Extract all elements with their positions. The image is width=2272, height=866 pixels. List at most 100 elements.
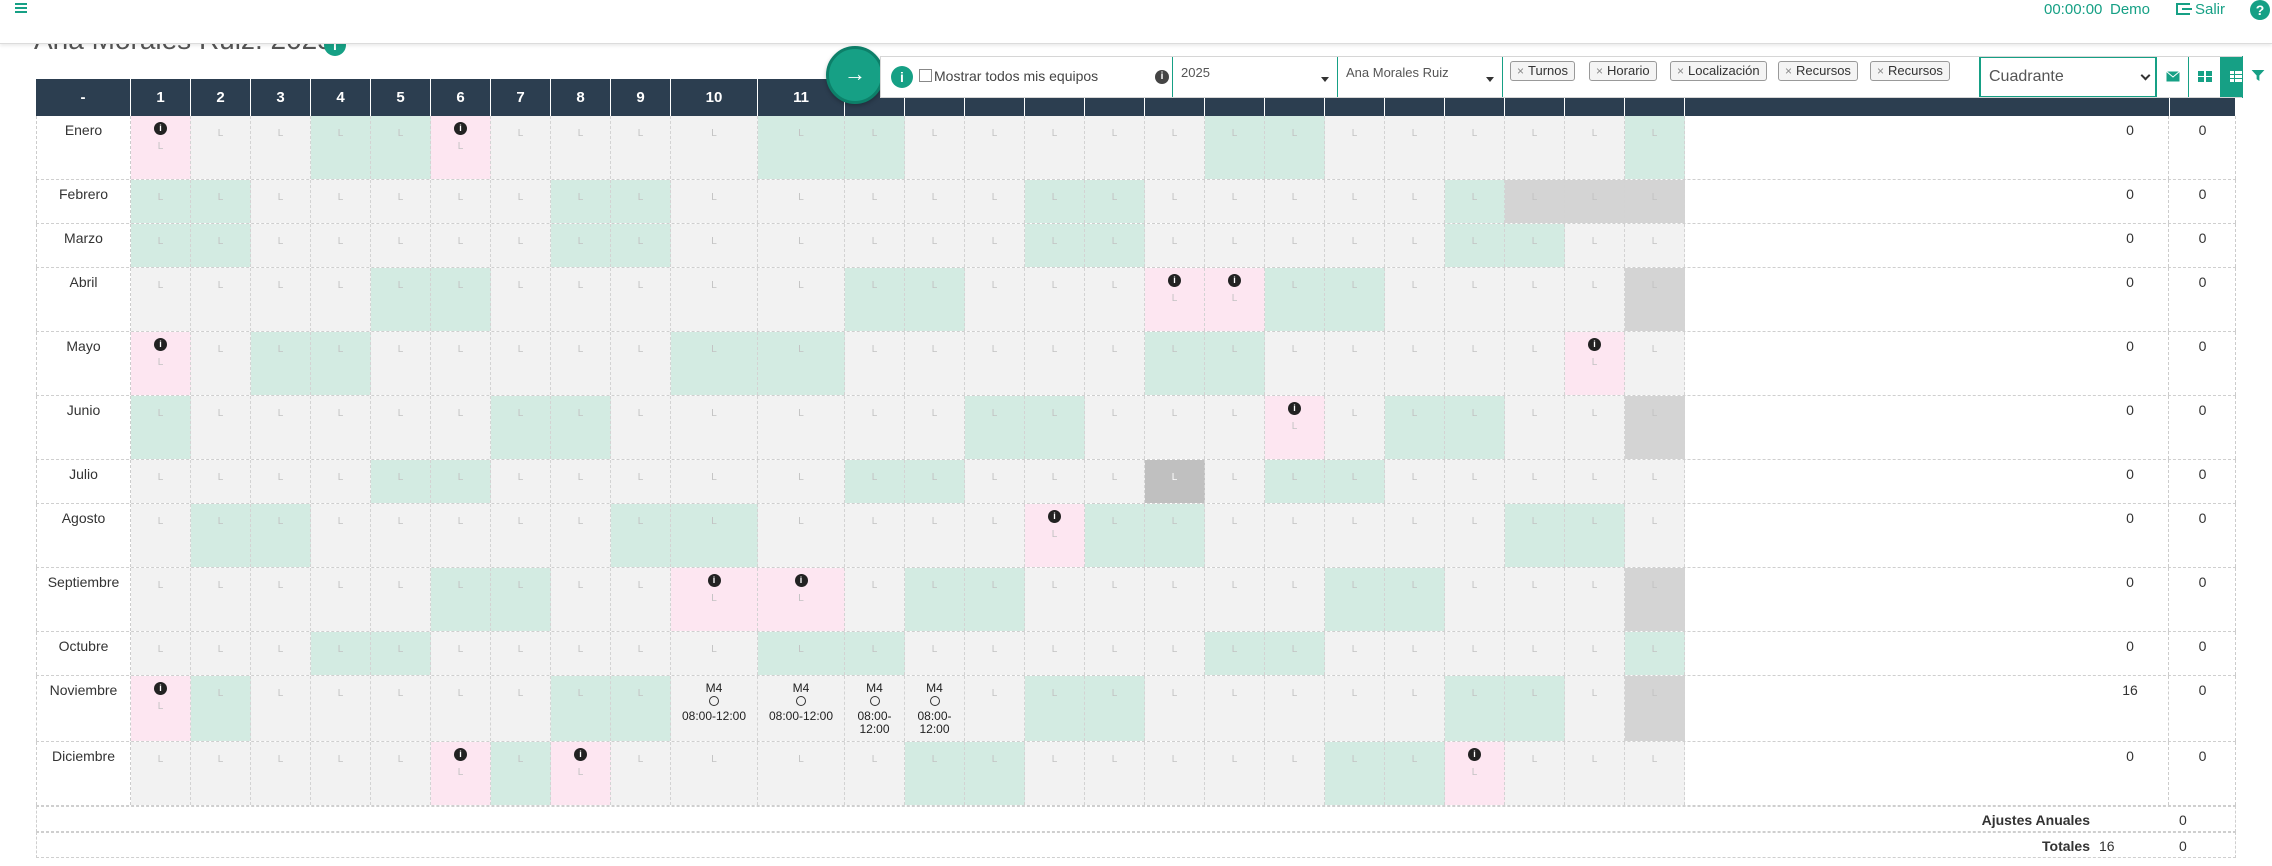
day-cell[interactable]: L [1565, 116, 1625, 179]
day-cell[interactable]: L [671, 224, 758, 267]
day-cell[interactable]: L [371, 332, 431, 395]
day-cell[interactable]: L [251, 224, 311, 267]
day-cell[interactable]: L [758, 632, 845, 675]
day-cell[interactable]: L [845, 568, 905, 631]
day-cell[interactable]: L [251, 268, 311, 331]
day-cell[interactable]: L [191, 568, 251, 631]
day-cell[interactable]: L [491, 116, 551, 179]
day-cell[interactable]: L [371, 268, 431, 331]
day-cell[interactable]: L [845, 116, 905, 179]
day-cell[interactable]: L [311, 460, 371, 503]
day-cell[interactable]: L [1025, 224, 1085, 267]
day-cell[interactable]: L [758, 180, 845, 223]
shift-day-cell[interactable]: M4 08:00-12:00 [758, 676, 845, 741]
day-cell[interactable]: L [1325, 224, 1385, 267]
day-cell[interactable]: L [1325, 116, 1385, 179]
day-cell[interactable]: L [491, 568, 551, 631]
logout-link[interactable]: Salir [2176, 1, 2225, 18]
day-cell[interactable]: L [671, 332, 758, 395]
day-cell[interactable]: L [311, 568, 371, 631]
shift-day-cell[interactable]: M4 08:00-12:00 [845, 676, 905, 741]
day-cell[interactable]: L [758, 332, 845, 395]
person-select[interactable]: Ana Morales Ruiz [1337, 57, 1503, 97]
day-cell[interactable]: L [551, 568, 611, 631]
day-cell[interactable]: L [1325, 180, 1385, 223]
day-cell[interactable]: L [1565, 268, 1625, 331]
info-icon[interactable]: i [1588, 338, 1601, 351]
day-cell[interactable]: L [1205, 568, 1265, 631]
grid-view-button[interactable] [2188, 57, 2220, 97]
info-icon[interactable]: i [1228, 274, 1241, 287]
day-cell[interactable]: L [1265, 460, 1325, 503]
help-icon[interactable]: ? [2250, 0, 2270, 20]
info-icon[interactable]: i [574, 748, 587, 761]
day-cell[interactable]: L [965, 742, 1025, 805]
day-cell[interactable]: L [1265, 332, 1325, 395]
day-cell[interactable]: L [965, 332, 1025, 395]
day-cell[interactable]: L [1025, 676, 1085, 741]
day-cell[interactable]: L [551, 116, 611, 179]
hamburger-menu-icon[interactable] [12, 0, 34, 20]
day-cell[interactable]: L [1145, 180, 1205, 223]
day-cell[interactable]: L [671, 460, 758, 503]
day-cell[interactable]: L [611, 460, 671, 503]
day-cell[interactable]: L [491, 396, 551, 459]
day-cell[interactable]: L [311, 504, 371, 567]
day-cell[interactable]: L [1625, 504, 1685, 567]
day-cell[interactable]: L [1265, 504, 1325, 567]
day-cell[interactable]: L [1085, 224, 1145, 267]
day-cell[interactable]: L [311, 632, 371, 675]
day-cell[interactable]: L [131, 460, 191, 503]
day-cell[interactable]: L [611, 568, 671, 631]
day-cell[interactable]: L [905, 460, 965, 503]
day-cell[interactable]: L [371, 504, 431, 567]
day-cell[interactable]: L [1565, 632, 1625, 675]
day-cell[interactable]: L [1565, 460, 1625, 503]
day-cell[interactable]: L [131, 568, 191, 631]
show-all-info-icon[interactable]: i [1155, 70, 1169, 84]
day-cell[interactable]: L [1385, 460, 1445, 503]
day-cell[interactable]: L [905, 224, 965, 267]
apply-filters-button[interactable] [826, 46, 884, 104]
day-cell[interactable]: L [1265, 268, 1325, 331]
day-cell[interactable]: L [965, 180, 1025, 223]
day-cell[interactable]: L [1445, 224, 1505, 267]
day-cell[interactable]: L [131, 742, 191, 805]
day-cell[interactable]: L [191, 396, 251, 459]
day-cell[interactable]: L [671, 742, 758, 805]
day-cell[interactable]: L [1145, 332, 1205, 395]
day-cell[interactable]: L [1565, 568, 1625, 631]
day-cell[interactable]: L [311, 224, 371, 267]
day-cell[interactable]: L [1505, 568, 1565, 631]
day-cell[interactable]: L [611, 268, 671, 331]
day-cell[interactable]: L [758, 268, 845, 331]
day-cell[interactable]: L [758, 504, 845, 567]
day-cell[interactable]: L [1085, 332, 1145, 395]
day-cell[interactable]: L [1145, 460, 1205, 503]
day-cell[interactable]: L [1625, 632, 1685, 675]
day-cell[interactable]: L [1445, 568, 1505, 631]
day-cell[interactable]: L [491, 460, 551, 503]
day-cell[interactable]: L [551, 268, 611, 331]
day-cell[interactable]: L [611, 632, 671, 675]
day-cell[interactable]: L [1445, 180, 1505, 223]
day-cell[interactable]: L [431, 460, 491, 503]
day-cell[interactable]: L [1025, 268, 1085, 331]
day-cell[interactable]: L [1085, 676, 1145, 741]
day-cell[interactable]: L [1565, 396, 1625, 459]
info-icon[interactable]: i [1468, 748, 1481, 761]
day-cell[interactable]: L [191, 224, 251, 267]
day-cell[interactable]: L [1565, 676, 1625, 741]
day-cell[interactable]: L [845, 742, 905, 805]
day-cell[interactable]: L [1145, 504, 1205, 567]
day-cell[interactable]: L [1085, 742, 1145, 805]
day-cell[interactable]: L [1625, 742, 1685, 805]
day-cell[interactable]: L [1625, 224, 1685, 267]
year-select[interactable]: 2025 [1172, 57, 1338, 97]
day-cell[interactable]: L [311, 742, 371, 805]
